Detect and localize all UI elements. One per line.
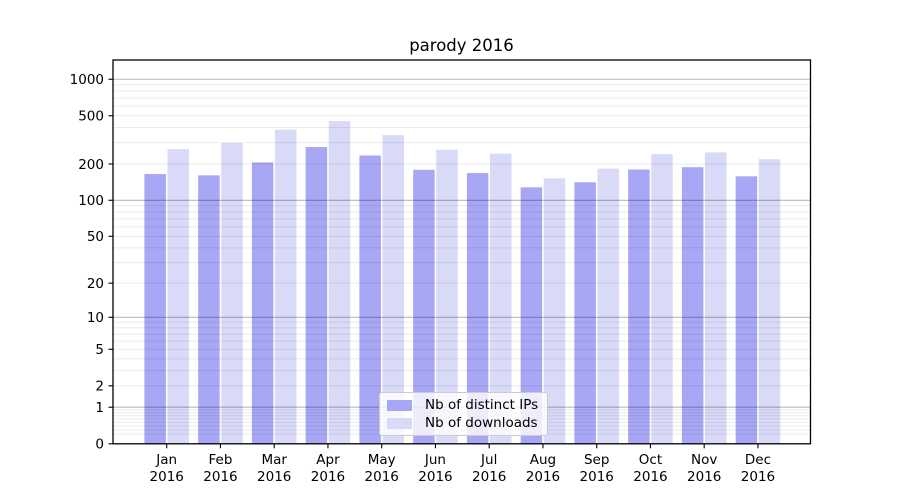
bar-downloads [597,168,619,444]
y-tick-label: 5 [95,342,104,358]
bar-downloads [275,129,297,444]
legend-label-downloads: Nb of downloads [425,415,538,431]
y-tick-label: 50 [87,229,104,245]
bar-downloads [651,154,673,444]
y-tick-label: 10 [87,310,104,326]
bar-downloads [758,159,781,444]
x-tick-label-month: Jul [480,452,497,468]
y-tick-label: 1000 [70,72,104,88]
x-tick-label-year: 2016 [203,469,237,485]
x-tick-label-month: Dec [745,452,771,468]
legend-swatch-distinct-ips-icon [387,399,412,411]
bar-downloads [490,153,512,444]
x-tick-label-year: 2016 [580,469,614,485]
bar-distinct-ips [574,182,596,444]
x-tick-label-month: Sep [584,452,609,468]
y-tick-label: 500 [78,109,104,125]
y-tick-label: 100 [78,193,104,209]
bar-distinct-ips [359,155,381,444]
y-tick-label: 200 [78,157,104,173]
x-tick-label-year: 2016 [472,469,506,485]
x-tick-label-year: 2016 [741,469,775,485]
x-tick-label-month: Apr [316,452,340,468]
x-tick-label-month: Jan [155,452,177,468]
bar-distinct-ips [735,176,758,444]
x-tick-label-year: 2016 [526,469,560,485]
plot-border [112,59,812,445]
x-tick-label-month: Nov [691,452,717,468]
x-tick-label-year: 2016 [687,469,721,485]
legend-item-distinct-ips: Nb of distinct IPs [387,397,540,413]
bar-distinct-ips [520,187,543,444]
chart-title: parody 2016 [409,36,514,55]
x-tick-label-month: Jun [424,452,446,468]
bar-downloads [543,178,566,444]
x-tick-label-year: 2016 [311,469,345,485]
x-tick-label-month: Feb [208,452,232,468]
x-tick-label-month: Aug [530,452,556,468]
bar-distinct-ips [144,174,166,444]
x-tick-label-month: Mar [261,452,287,468]
bar-downloads [705,152,727,444]
x-tick-label-year: 2016 [633,469,667,485]
x-tick-label-year: 2016 [150,469,184,485]
bar-distinct-ips [681,167,704,444]
legend: Nb of distinct IPs Nb of downloads [379,392,548,436]
legend-label-distinct-ips: Nb of distinct IPs [425,397,539,413]
y-tick-label: 0 [95,437,104,453]
bar-distinct-ips [305,147,328,444]
bar-distinct-ips [628,169,650,444]
bar-distinct-ips [251,162,274,444]
x-tick-label-month: Oct [639,452,662,468]
x-tick-label-year: 2016 [257,469,291,485]
bar-downloads [436,149,458,444]
bar-downloads [167,149,189,444]
bar-downloads [328,121,351,444]
bar-downloads [221,143,243,444]
bar-distinct-ips [198,175,220,444]
legend-item-downloads: Nb of downloads [387,415,540,431]
x-tick-label-year: 2016 [418,469,452,485]
legend-swatch-downloads-icon [387,417,412,429]
y-tick-label: 20 [87,276,104,292]
y-tick-label: 2 [95,379,104,395]
y-tick-label: 1 [95,400,104,416]
bar-downloads [382,135,404,444]
bar-distinct-ips [413,169,435,444]
x-tick-label-year: 2016 [365,469,399,485]
x-tick-label-month: May [368,452,396,468]
bar-distinct-ips [466,173,489,444]
